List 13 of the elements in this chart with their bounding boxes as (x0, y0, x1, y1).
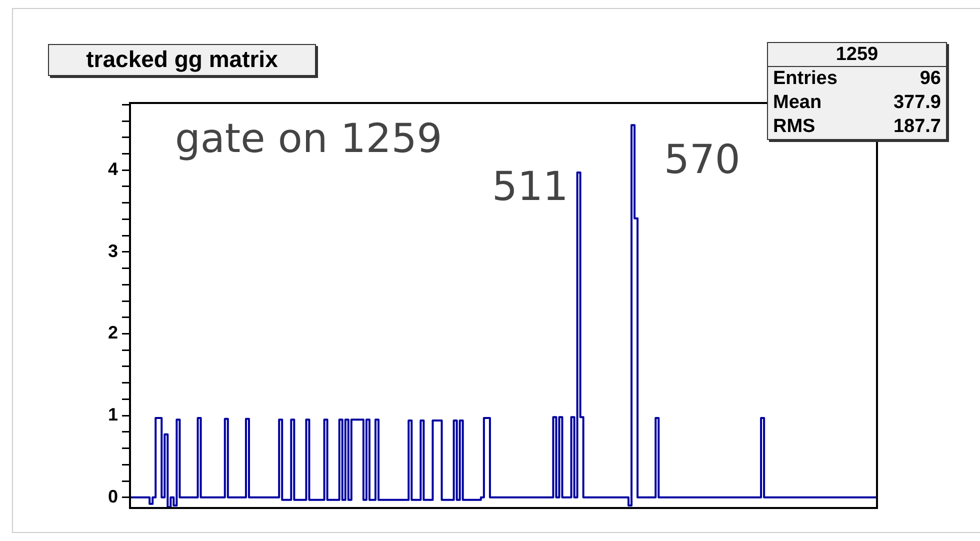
y-tick-label: 3 (108, 240, 118, 261)
chart-title: tracked gg matrix (48, 44, 316, 76)
annotation: gate on 1259 (175, 116, 442, 162)
text: 1259 (768, 43, 946, 67)
text: Entries 96 (773, 68, 941, 89)
y-tick-label: 2 (108, 322, 118, 343)
y-tick-label: 1 (108, 404, 118, 425)
y-tick-label: 4 (108, 159, 118, 180)
annotation: 570 (664, 137, 740, 183)
text: RMS 187.7 (773, 116, 941, 137)
annotation: 511 (492, 164, 568, 210)
y-tick-label: 0 (108, 486, 118, 506)
text: Mean 377.9 (773, 92, 941, 113)
